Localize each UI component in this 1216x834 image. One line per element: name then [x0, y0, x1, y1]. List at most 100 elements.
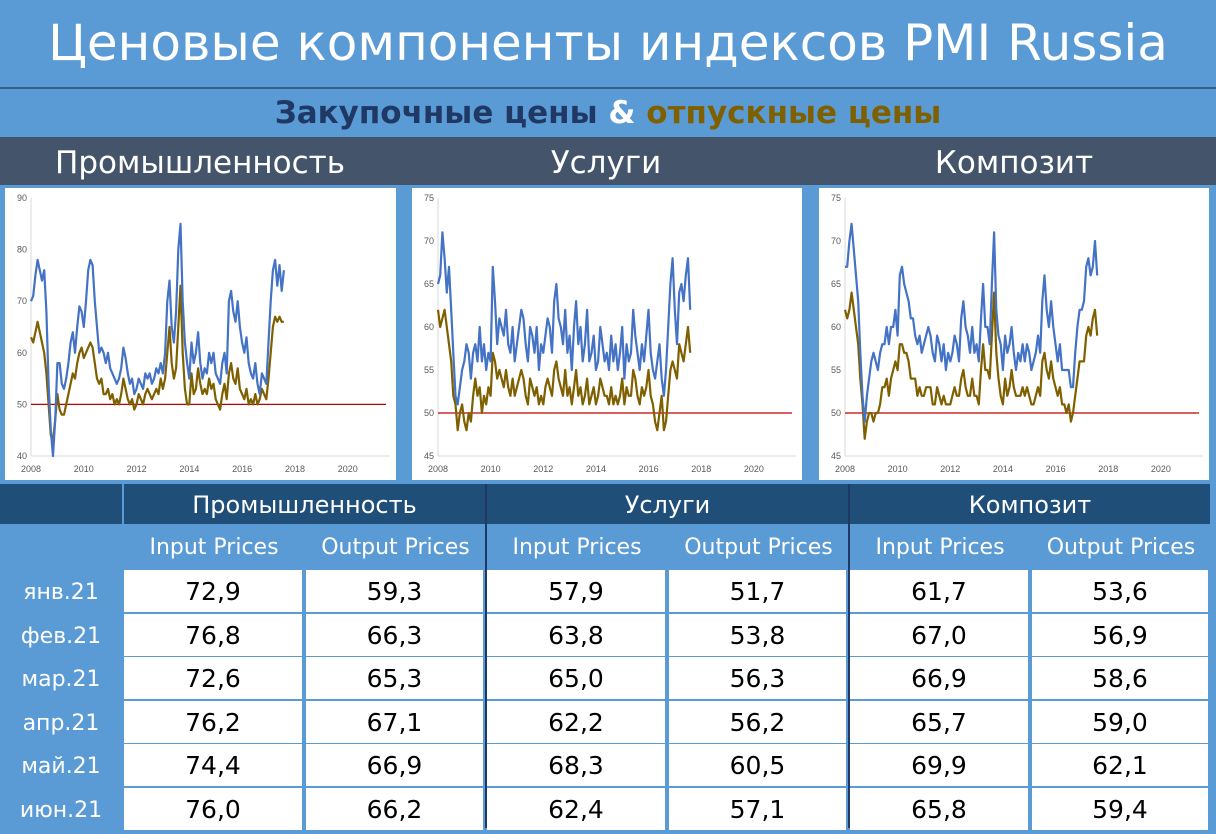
table-cell: 68,3 [487, 744, 665, 786]
output-prices-line [843, 291, 1099, 440]
table-cell: 63,8 [487, 613, 665, 656]
table-cell: 65,0 [487, 657, 665, 699]
col-header: Input Prices [512, 535, 642, 560]
row-label: янв.21 [23, 580, 99, 605]
y-tick-label: 90 [17, 193, 27, 203]
col-header: Output Prices [321, 535, 470, 560]
input-prices-line [845, 222, 1099, 423]
y-tick-label: 75 [831, 193, 841, 203]
x-tick-label: 2010 [888, 464, 908, 474]
x-tick-label: 2016 [639, 464, 659, 474]
table-cell: 56,3 [669, 657, 846, 699]
y-tick-label: 50 [424, 408, 434, 418]
table-cell: 76,2 [124, 700, 302, 743]
chart-composite: 45 50 55 60 65 70 75 2008 2010 2012 2014 2016 2018 20… [819, 188, 1209, 480]
table-cell: 66,2 [306, 787, 483, 830]
col-header: Input Prices [875, 535, 1005, 560]
y-tick-label: 70 [831, 236, 841, 246]
y-tick-label: 45 [831, 451, 841, 461]
table-cell: 57,9 [487, 570, 665, 612]
table-cell: 76,8 [124, 613, 302, 656]
row-label: мар.21 [21, 667, 101, 692]
chart-services: 45 50 55 60 65 70 75 2008 2010 2012 2014 2016 2018 20… [412, 188, 802, 480]
table-cell: 60,5 [669, 744, 846, 786]
section-header-bar [0, 137, 1216, 185]
x-tick-label: 2016 [1046, 464, 1066, 474]
y-tick-label: 50 [831, 408, 841, 418]
section-title-services: Услуги [550, 145, 662, 181]
table-cell: 56,2 [669, 700, 846, 743]
row-label: фев.21 [20, 623, 102, 649]
y-tick-label: 40 [17, 451, 27, 461]
chart-industry-svg: 40 50 60 70 80 90 2008 2010 2012 2014 2016 2018 2020 [17, 193, 390, 474]
table-cell: 69,9 [850, 744, 1028, 786]
page-title: Ценовые компоненты индексов PMI Russia [0, 0, 1216, 80]
x-tick-label: 2014 [179, 464, 199, 474]
table-divider [485, 484, 487, 828]
table-cell: 59,0 [1032, 700, 1208, 743]
table-cell: 76,0 [124, 787, 302, 830]
x-tick-label: 2016 [232, 464, 252, 474]
x-tick-label: 2012 [533, 464, 553, 474]
chart-industry: 40 50 60 70 80 90 2008 2010 2012 2014 2016 2018 2020 [5, 188, 396, 480]
y-tick-label: 70 [17, 296, 27, 306]
table-group-industry: Промышленность [124, 484, 485, 524]
subtitle-ampersand: & [608, 95, 636, 131]
y-tick-label: 65 [424, 279, 434, 289]
table-cell: 66,9 [850, 657, 1028, 699]
table-cell: 74,4 [124, 744, 302, 786]
x-tick-label: 2010 [74, 464, 94, 474]
table-cell: 67,0 [850, 613, 1028, 656]
x-tick-label: 2014 [586, 464, 606, 474]
y-tick-label: 80 [17, 245, 27, 255]
table-corner [0, 484, 122, 524]
x-tick-label: 2010 [481, 464, 501, 474]
output-prices-line [29, 284, 284, 442]
table-cell: 67,1 [306, 700, 483, 743]
table-cell: 51,7 [669, 570, 846, 612]
x-tick-label: 2012 [940, 464, 960, 474]
table-cell: 62,1 [1032, 744, 1208, 786]
table-cell: 72,6 [124, 657, 302, 699]
chart-composite-svg: 45 50 55 60 65 70 75 2008 2010 2012 2014 2016 2018 20… [831, 193, 1203, 474]
y-tick-label: 60 [17, 348, 27, 358]
x-tick-label: 2018 [1098, 464, 1118, 474]
y-tick-label: 55 [424, 365, 434, 375]
table-cell: 62,4 [487, 787, 665, 830]
x-tick-label: 2018 [285, 464, 305, 474]
x-tick-label: 2014 [993, 464, 1013, 474]
y-tick-label: 60 [424, 322, 434, 332]
table-cell: 66,3 [306, 613, 483, 656]
table-cell: 61,7 [850, 570, 1028, 612]
table-cell: 53,6 [1032, 570, 1208, 612]
section-title-industry: Промышленность [55, 145, 345, 181]
x-tick-label: 2020 [1151, 464, 1171, 474]
page-subtitle: Закупочные цены & отпускные цены [0, 87, 1216, 137]
x-tick-label: 2008 [428, 464, 448, 474]
y-tick-label: 75 [424, 193, 434, 203]
table-divider [848, 484, 850, 828]
x-tick-label: 2008 [21, 464, 41, 474]
y-tick-label: 50 [17, 399, 27, 409]
row-label: апр.21 [22, 710, 100, 736]
table-group-services: Услуги [487, 484, 848, 524]
table-cell: 65,8 [850, 787, 1028, 830]
chart-services-svg: 45 50 55 60 65 70 75 2008 2010 2012 2014 2016 2018 20… [424, 193, 796, 474]
y-tick-label: 65 [831, 279, 841, 289]
table-cell: 56,9 [1032, 613, 1208, 656]
subtitle-input-prices: Закупочные цены [274, 95, 598, 131]
row-label: май.21 [21, 754, 101, 779]
col-header: Output Prices [684, 535, 833, 560]
output-prices-line [436, 308, 692, 432]
y-tick-label: 55 [831, 365, 841, 375]
subtitle-output-prices: отпускные цены [646, 95, 942, 131]
x-tick-label: 2008 [835, 464, 855, 474]
table-cell: 57,1 [669, 787, 846, 830]
x-tick-label: 2012 [127, 464, 147, 474]
table-cell: 66,9 [306, 744, 483, 786]
table-cell: 62,2 [487, 700, 665, 743]
section-title-composite: Композит [934, 145, 1094, 181]
table-cell: 72,9 [124, 570, 302, 612]
col-header: Output Prices [1046, 535, 1196, 560]
x-tick-label: 2020 [744, 464, 764, 474]
